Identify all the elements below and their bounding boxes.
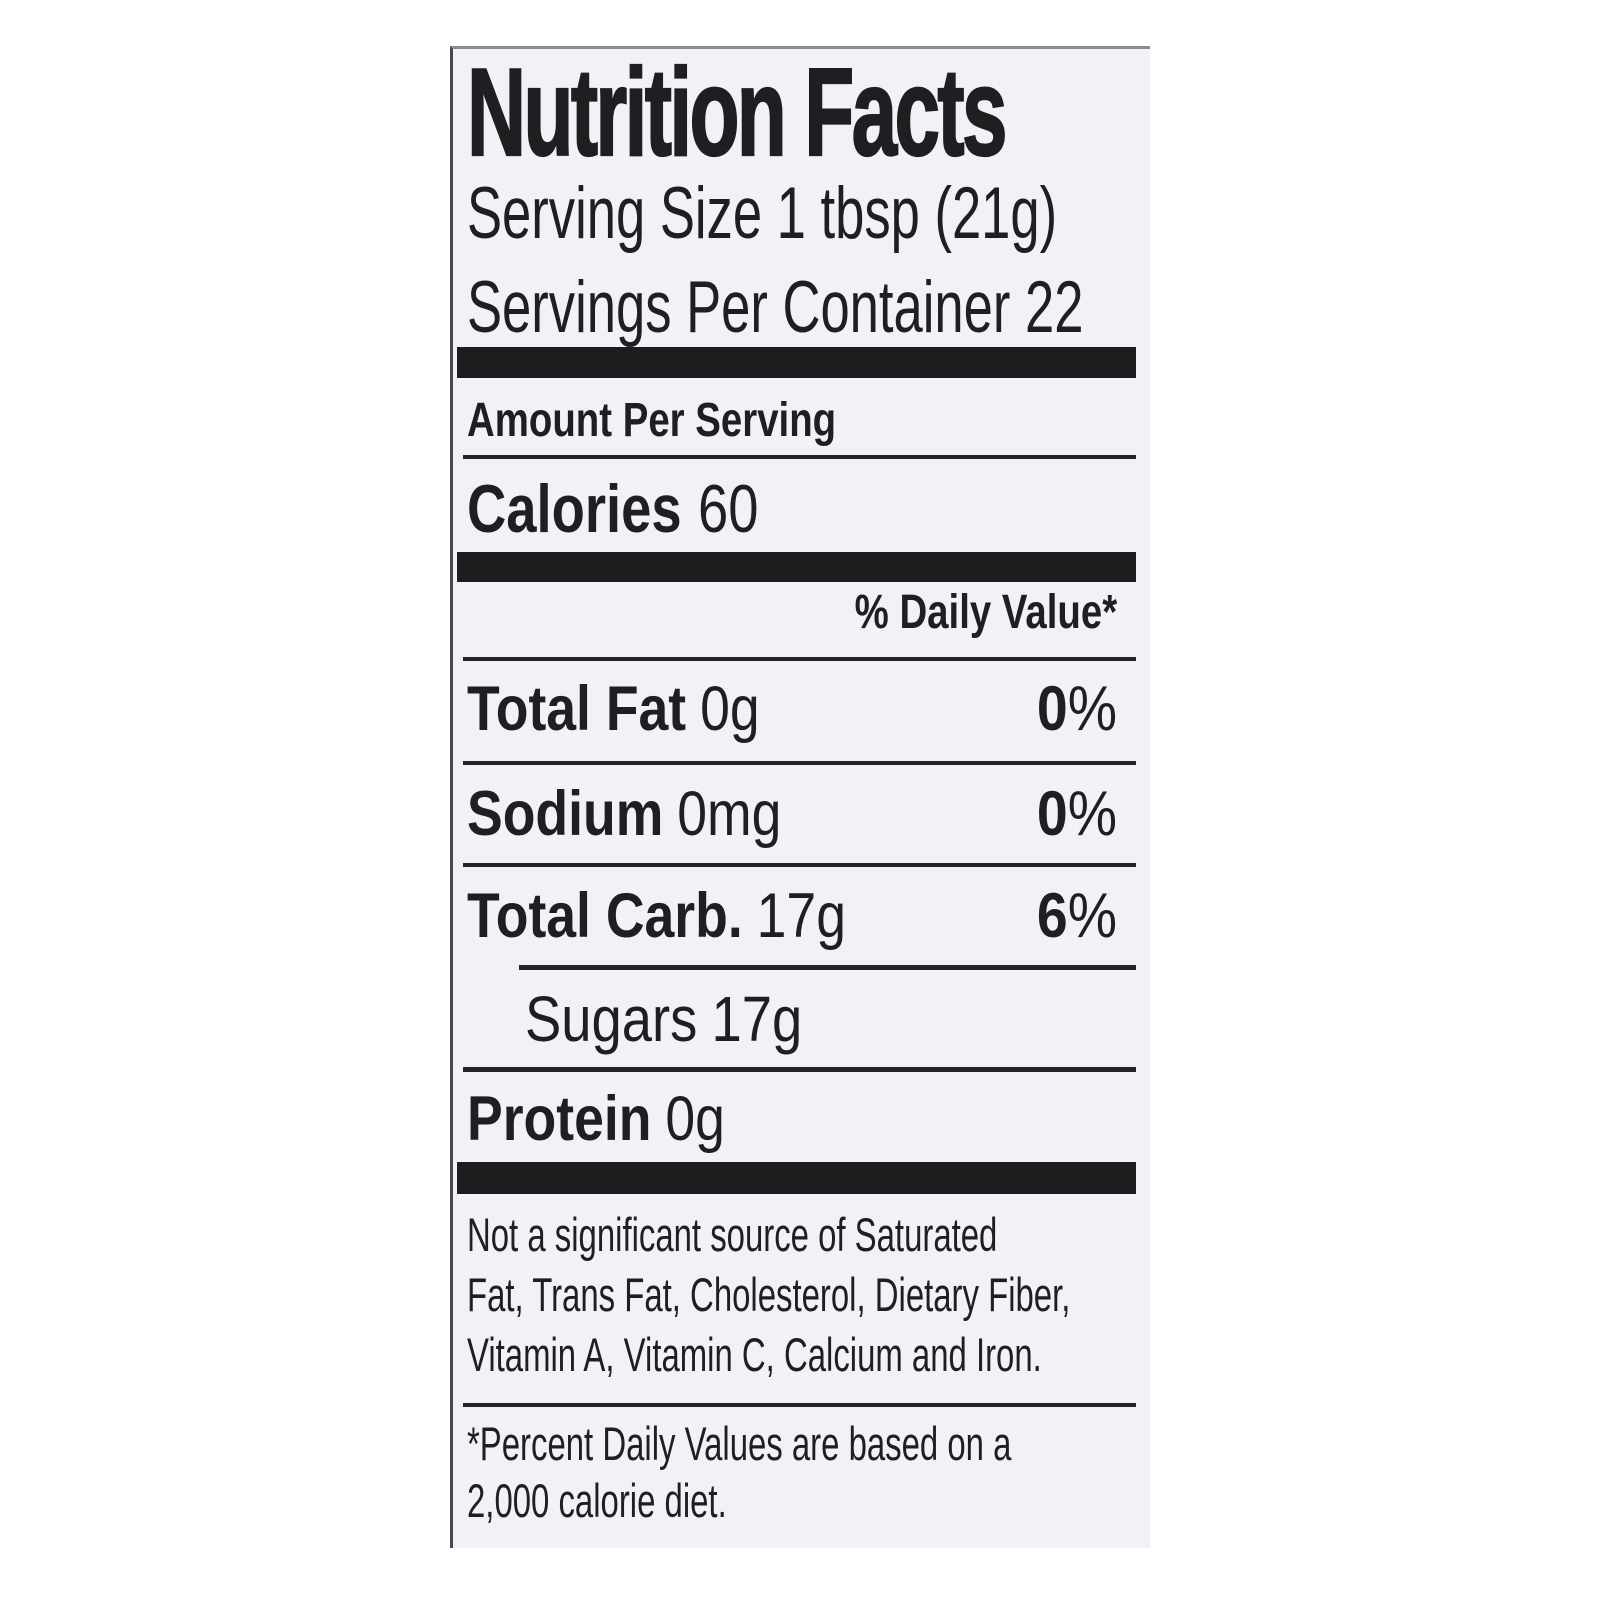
nutrient-name-amount: Total Carb. 17g [467,876,846,956]
nutrient-row-sodium: Sodium 0mg 0% [467,774,1136,854]
amount-per-serving-text: Amount Per Serving [467,394,837,447]
serving-size-line: Serving Size 1 tbsp (21g) [467,169,1136,259]
calories-group: Calories 60 [467,468,759,550]
disclaimer-line-1: Not a significant source of Saturated [467,1208,998,1261]
label-title: Nutrition Facts [466,44,1136,182]
nutrient-amount: 0mg [677,779,782,849]
nutrient-row-total-fat: Total Fat 0g 0% [467,669,1136,749]
daily-value-header: % Daily Value* [789,586,1117,640]
footnote-paragraph: *Percent Daily Values are based on a 2,0… [467,1415,1140,1529]
footnote-line-2: 2,000 calorie diet. [467,1474,727,1527]
nutrient-amount: 0g [665,1084,725,1154]
divider-thin-footnote [463,1403,1136,1407]
calories-value: 60 [698,471,759,547]
daily-value-header-text: % Daily Value* [854,586,1117,639]
label-title-text: Nutrition Facts [466,44,1008,182]
nutrient-daily-value: 0% [1037,774,1117,854]
nutrient-amount: 17g [711,983,803,1055]
nutrient-daily-value: 6% [1037,876,1117,956]
disclaimer-line-2: Fat, Trans Fat, Cholesterol, Dietary Fib… [467,1268,1071,1321]
calories-label: Calories [467,471,682,547]
nutrient-name-amount: Protein 0g [467,1079,725,1159]
nutrient-amount: 17g [756,881,846,951]
nutrient-row-sugars: Sugars 17g [525,979,1136,1059]
footnote-line-1: *Percent Daily Values are based on a [467,1417,1012,1470]
divider-thin-1 [463,455,1136,459]
nutrient-name: Sodium [467,779,664,849]
nutrient-amount: 0g [700,674,760,744]
divider-thin-4 [463,863,1136,867]
dv-value: 0 [1036,674,1068,744]
nutrient-name: Total Carb. [467,881,743,951]
divider-thin-2 [463,657,1136,661]
dv-value: 6 [1036,881,1068,951]
nutrient-name-amount: Sugars 17g [525,979,802,1059]
nutrient-row-protein: Protein 0g [467,1079,1136,1159]
disclaimer-paragraph: Not a significant source of Saturated Fa… [467,1205,1140,1385]
servings-per-container-line: Servings Per Container 22 [467,263,1136,353]
nutrient-name: Total Fat [467,674,687,744]
amount-per-serving-heading: Amount Per Serving [467,393,1136,449]
nutrient-name-amount: Sodium 0mg [467,774,781,854]
dv-unit: % [1067,881,1117,951]
dv-unit: % [1067,674,1117,744]
nutrient-daily-value: 0% [1037,669,1117,749]
dv-value: 0 [1036,779,1068,849]
dv-unit: % [1067,779,1117,849]
divider-thick-middle [457,552,1136,582]
divider-thick-top [457,347,1136,378]
serving-size-text: Serving Size 1 tbsp (21g) [467,173,1058,254]
calories-line: Calories 60 [467,468,1136,550]
divider-thin-indented [519,965,1136,970]
divider-thick-bottom [457,1162,1136,1194]
nutrition-facts-label: Nutrition Facts Serving Size 1 tbsp (21g… [450,46,1150,1548]
divider-thin-3 [463,761,1136,765]
disclaimer-line-3: Vitamin A, Vitamin C, Calcium and Iron. [467,1328,1042,1381]
nutrient-name-amount: Total Fat 0g [467,669,760,749]
nutrient-name: Protein [467,1084,652,1154]
servings-per-container-text: Servings Per Container 22 [467,267,1084,348]
nutrient-name: Sugars [525,983,698,1055]
divider-thin-5 [463,1067,1136,1072]
nutrient-row-total-carb: Total Carb. 17g 6% [467,876,1136,956]
